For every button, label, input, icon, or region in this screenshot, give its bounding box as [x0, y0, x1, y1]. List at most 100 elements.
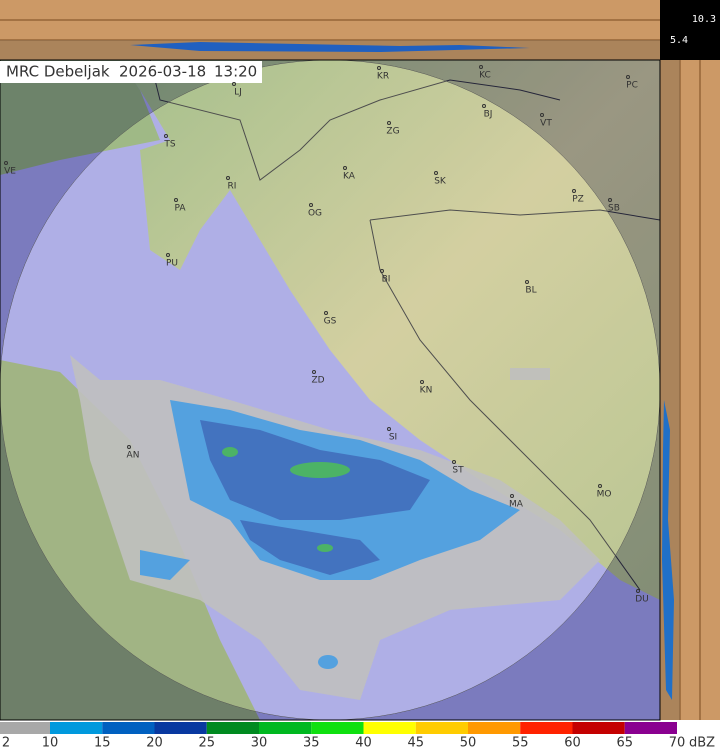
legend-label: 40: [355, 736, 372, 751]
legend-swatch: [206, 722, 259, 734]
range-ring: [0, 60, 660, 720]
legend-swatch: [520, 722, 573, 734]
city-label: SB: [608, 204, 620, 214]
city-marker: [626, 75, 630, 79]
city-label: LJ: [234, 88, 242, 98]
city-marker: [420, 380, 424, 384]
city-label: SK: [434, 177, 447, 187]
city-label: KA: [343, 172, 356, 182]
city-label: AN: [127, 451, 140, 461]
out-of-range: [0, 60, 660, 720]
city-marker: [608, 198, 612, 202]
legend-label: 65: [616, 736, 633, 751]
map-area: [0, 60, 660, 720]
scale-box: [660, 0, 720, 60]
map-frame: [0, 59, 661, 721]
city-label: RI: [228, 182, 237, 192]
legend-swatch: [259, 722, 312, 734]
legend-label: 45: [407, 736, 424, 751]
city-marker: [309, 203, 313, 207]
legend-label: 70: [669, 736, 686, 751]
legend-swatch: [311, 722, 364, 734]
city-marker: [387, 121, 391, 125]
city-marker: [324, 311, 328, 315]
city-marker: [482, 104, 486, 108]
city-marker: [540, 113, 544, 117]
legend-label: 55: [512, 736, 529, 751]
legend-swatch: [50, 722, 103, 734]
city-label: ZG: [386, 127, 399, 137]
city-label: MO: [597, 490, 612, 500]
city-marker: [312, 370, 316, 374]
city-marker: [479, 65, 483, 69]
city-label: MA: [509, 500, 524, 510]
city-marker: [525, 280, 529, 284]
city-label: KN: [420, 386, 433, 396]
city-label: PZ: [572, 195, 584, 205]
city-label: GS: [324, 317, 337, 327]
legend-label: 10: [42, 736, 59, 751]
city-marker: [434, 171, 438, 175]
city-label: PA: [174, 204, 186, 214]
city-marker: [510, 494, 514, 498]
city-label: ZD: [311, 376, 324, 386]
city-marker: [377, 66, 381, 70]
date: 2026-03-18: [119, 63, 206, 81]
legend-label: 25: [198, 736, 215, 751]
legend-label: 60: [564, 736, 581, 751]
legend-label: 15: [94, 736, 111, 751]
city-marker: [164, 134, 168, 138]
legend-unit: dBZ: [689, 736, 715, 751]
city-label: OG: [308, 209, 322, 219]
city-marker: [4, 161, 8, 165]
legend-label: 35: [303, 736, 320, 751]
title-box: [0, 61, 262, 83]
legend: 2 10 15 20 25 30 35 40 45 50 55 60 65 70 dBZ: [0, 722, 715, 751]
city-label: VE: [4, 167, 16, 177]
city-marker: [166, 253, 170, 257]
city-label: PU: [166, 259, 178, 269]
legend-swatch: [572, 722, 625, 734]
land: [120, 60, 660, 600]
city-labels: LJ KR KC PC ZG BJ VT TS VE KA SK RI PZ PA OG SB PU BI BL GS…: [4, 65, 649, 605]
legend-swatch: [468, 722, 521, 734]
station: MRC Debeljak: [6, 63, 110, 81]
city-marker: [380, 269, 384, 273]
legend-swatch: [624, 722, 677, 734]
city-label: KC: [479, 71, 491, 81]
city-marker: [127, 445, 131, 449]
city-label: SI: [389, 433, 397, 443]
section-echo: [662, 400, 674, 700]
city-marker: [452, 460, 456, 464]
legend-swatch: [102, 722, 155, 734]
city-marker: [232, 82, 236, 86]
echo-blue: [140, 400, 520, 669]
city-marker: [598, 484, 602, 488]
city-label: BL: [525, 286, 536, 296]
land: [0, 60, 160, 175]
scale-min: 5.4: [670, 35, 688, 46]
city-label: PC: [626, 81, 638, 91]
city-label: DU: [635, 595, 649, 605]
city-label: BI: [382, 275, 391, 285]
city-marker: [636, 589, 640, 593]
city-marker: [174, 198, 178, 202]
city-label: VT: [540, 119, 552, 129]
border: [149, 60, 660, 591]
city-marker: [387, 427, 391, 431]
city-marker: [343, 166, 347, 170]
city-marker: [226, 176, 230, 180]
city-label: BJ: [484, 110, 493, 120]
city-label: ST: [452, 466, 464, 476]
legend-swatch: [415, 722, 468, 734]
city-label: KR: [377, 72, 389, 82]
city-label: TS: [163, 140, 175, 150]
legend-label: 2: [2, 736, 10, 751]
legend-swatch: [154, 722, 207, 734]
legend-swatch: [0, 722, 50, 734]
legend-swatch: [363, 722, 416, 734]
scale-max: 10.3: [692, 14, 716, 25]
section-echo: [130, 42, 530, 52]
